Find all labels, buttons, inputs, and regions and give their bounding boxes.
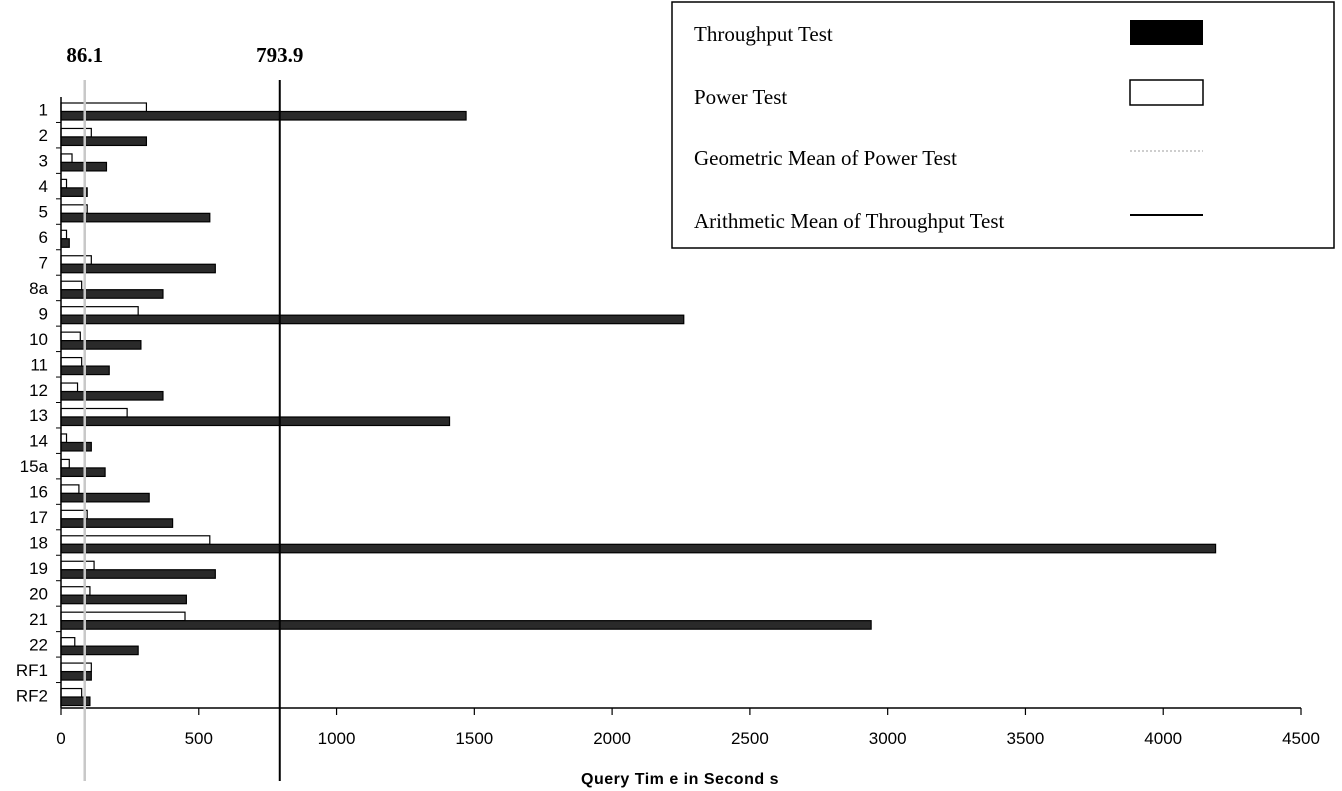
category-label-20: 20 (29, 584, 48, 603)
bar-throughput-4 (60, 187, 88, 197)
bar-power-rf1 (60, 662, 92, 673)
x-axis-title: Query Tim e in Second s (581, 771, 779, 788)
category-label-22: 22 (29, 635, 48, 654)
x-tick-label-1500: 1500 (455, 729, 493, 748)
category-label-1: 1 (39, 101, 48, 120)
x-tick-label-1000: 1000 (318, 729, 356, 748)
bar-throughput-1 (60, 110, 467, 121)
x-tick-label-2000: 2000 (593, 729, 631, 748)
bar-throughput-6 (60, 238, 70, 248)
category-label-8a: 8a (29, 279, 48, 298)
bar-throughput-2 (60, 136, 148, 147)
bar-power-2 (60, 127, 92, 138)
legend-label-geometric-mean: Geometric Mean of Power Test (694, 146, 957, 170)
bar-power-6 (60, 229, 68, 240)
bar-throughput-14 (60, 441, 92, 452)
reference-lines-layer: 86.1 793.9 (66, 43, 303, 781)
x-tick-label-0: 0 (56, 729, 65, 748)
bar-throughput-21 (60, 620, 872, 630)
legend-swatch-throughput (1130, 20, 1203, 45)
category-label-4: 4 (39, 177, 48, 196)
bar-power-3 (60, 153, 73, 164)
bar-throughput-5 (60, 212, 211, 223)
category-label-16: 16 (29, 483, 48, 502)
bar-power-5 (60, 204, 88, 214)
category-label-9: 9 (39, 304, 48, 323)
x-tick-label-500: 500 (185, 729, 213, 748)
category-label-11: 11 (30, 355, 48, 374)
category-label-7: 7 (39, 253, 48, 272)
bar-power-22 (60, 637, 76, 647)
bar-throughput-9 (60, 314, 685, 325)
bar-throughput-22 (60, 645, 139, 656)
bar-throughput-18 (60, 543, 1217, 554)
legend-box (671, 1, 1335, 249)
bar-power-9 (60, 306, 139, 316)
bar-power-10 (60, 331, 81, 342)
bar-throughput-17 (60, 518, 174, 528)
legend: Throughput Test Power Test Geometric Mea… (671, 1, 1335, 249)
legend-swatch-power (1129, 79, 1204, 106)
bar-power-11 (60, 356, 83, 367)
bar-power-19 (60, 560, 95, 571)
legend-label-power: Power Test (694, 85, 787, 109)
category-label-19: 19 (29, 559, 48, 578)
category-label-18: 18 (29, 534, 48, 553)
category-label-10: 10 (29, 330, 48, 349)
axis-layer: 12345678a9101112131415a16171819202122RF1… (16, 97, 1320, 748)
category-label-rf2: RF2 (16, 686, 48, 705)
category-label-6: 6 (39, 228, 48, 247)
bars-layer (60, 102, 1217, 707)
x-tick-label-2500: 2500 (731, 729, 769, 748)
bar-throughput-12 (60, 390, 164, 401)
bar-throughput-15a (60, 467, 106, 478)
bar-power-18 (60, 535, 211, 545)
bar-power-12 (60, 382, 79, 393)
category-label-17: 17 (29, 508, 48, 527)
bar-throughput-13 (60, 416, 451, 427)
bar-power-4 (60, 178, 68, 189)
bar-power-15a (60, 458, 70, 469)
category-label-12: 12 (29, 381, 48, 400)
category-label-rf1: RF1 (16, 661, 48, 680)
legend-label-arithmetic-mean: Arithmetic Mean of Throughput Test (694, 209, 1005, 233)
legend-label-throughput: Throughput Test (694, 22, 833, 46)
category-label-2: 2 (39, 126, 48, 145)
bar-throughput-20 (60, 594, 187, 605)
bar-power-8a (60, 280, 83, 291)
x-tick-label-4500: 4500 (1282, 729, 1320, 748)
category-label-21: 21 (29, 610, 48, 629)
category-label-3: 3 (39, 152, 48, 171)
category-label-15a: 15a (20, 457, 49, 476)
bar-power-17 (60, 509, 88, 520)
x-tick-label-3500: 3500 (1007, 729, 1045, 748)
x-tick-label-3000: 3000 (869, 729, 907, 748)
bar-throughput-16 (60, 492, 150, 503)
bar-power-1 (60, 102, 148, 113)
bar-power-16 (60, 484, 80, 494)
bar-power-14 (60, 433, 68, 444)
bar-throughput-rf1 (60, 670, 92, 681)
category-label-5: 5 (39, 203, 48, 222)
bar-power-rf2 (60, 687, 83, 698)
arithmetic-mean-value-label: 793.9 (256, 43, 303, 67)
bar-throughput-8a (60, 289, 164, 299)
bar-power-21 (60, 611, 186, 622)
bar-throughput-10 (60, 340, 142, 350)
geometric-mean-value-label: 86.1 (66, 43, 103, 67)
x-tick-label-4000: 4000 (1144, 729, 1182, 748)
category-label-13: 13 (29, 406, 48, 425)
category-label-14: 14 (29, 432, 48, 451)
bar-power-7 (60, 255, 92, 265)
bar-power-13 (60, 407, 128, 418)
